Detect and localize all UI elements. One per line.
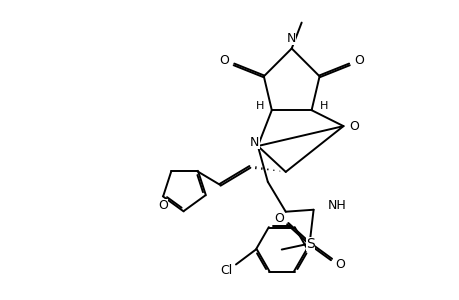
Text: O: O	[218, 54, 229, 67]
Text: H: H	[319, 101, 327, 111]
Text: Cl: Cl	[219, 264, 232, 277]
Text: N: N	[286, 32, 296, 45]
Text: H: H	[255, 101, 263, 111]
Text: O: O	[349, 120, 358, 133]
Text: N: N	[250, 136, 259, 148]
Text: O: O	[335, 258, 345, 271]
Text: NH: NH	[327, 199, 346, 212]
Text: O: O	[354, 54, 364, 67]
Text: O: O	[158, 199, 168, 212]
Text: O: O	[273, 212, 283, 225]
Text: S: S	[306, 237, 314, 250]
